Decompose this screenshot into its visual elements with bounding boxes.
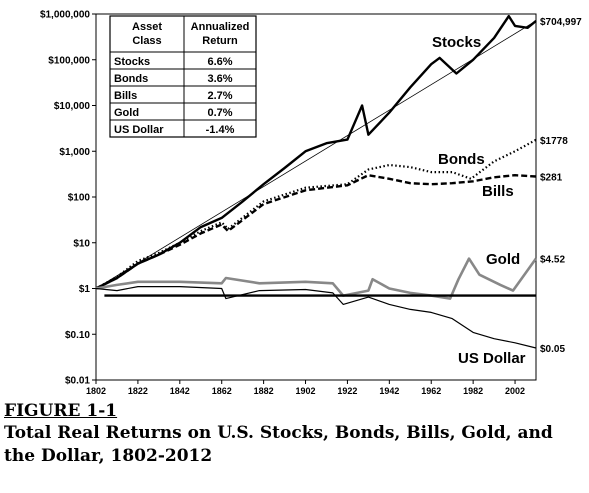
x-tick-label: 1802 xyxy=(86,386,106,395)
series-line-bonds xyxy=(95,138,537,290)
series-name-label: Gold xyxy=(486,251,520,268)
x-tick-label: 1942 xyxy=(379,386,399,395)
y-tick-label: $1,000 xyxy=(59,147,90,158)
series-name-label: US Dollar xyxy=(458,350,526,367)
y-tick-label: $100 xyxy=(68,193,91,204)
return-table: Asset Class Annualized Return Stocks 6.6% Bond… xyxy=(109,15,257,138)
x-tick-label: 1982 xyxy=(463,386,483,395)
table-header: Annualized xyxy=(191,21,250,33)
table-cell-return: 0.7% xyxy=(207,107,232,119)
series-name-label: Bills xyxy=(482,183,514,200)
table-frame xyxy=(109,15,257,138)
x-tick-label: 2002 xyxy=(505,386,525,395)
x-tick-label: 1842 xyxy=(170,386,190,395)
chart-labels-layer: $704,997 $1778 $281 $4.52 $0.05 Stocks Bonds Bi… xyxy=(432,17,582,367)
table-cell-asset: Stocks xyxy=(114,56,150,68)
series-name-label: Stocks xyxy=(432,34,481,51)
y-tick-label: $10 xyxy=(73,238,90,249)
table-cell-return: 3.6% xyxy=(207,73,232,85)
series-end-label: $704,997 xyxy=(540,17,582,28)
series-end-label: $4.52 xyxy=(540,255,565,266)
series-line-gold xyxy=(95,257,538,300)
x-tick-label: 1962 xyxy=(421,386,441,395)
x-tick-label: 1862 xyxy=(212,386,232,395)
series-line-bills xyxy=(95,173,537,290)
table-cell-return: 2.7% xyxy=(207,90,232,102)
figure-number: FIGURE 1-1 xyxy=(4,401,118,421)
x-tick-label: 1882 xyxy=(254,386,274,395)
y-tick-label: $10,000 xyxy=(54,101,91,112)
y-tick-label: $100,000 xyxy=(48,55,90,66)
table-cell-return: 6.6% xyxy=(207,56,232,68)
series-name-label: Bonds xyxy=(438,151,485,168)
table-cell-asset: Bonds xyxy=(114,73,148,85)
table-cell-asset: Bills xyxy=(114,90,137,102)
series-line-us-dollar xyxy=(95,286,537,349)
y-tick-label: $0.01 xyxy=(65,376,90,387)
table-cell-return: -1.4% xyxy=(206,124,235,136)
series-end-label: $0.05 xyxy=(540,344,565,355)
y-tick-label: $1,000,000 xyxy=(40,10,90,21)
x-tick-label: 1902 xyxy=(296,386,316,395)
x-tick-label: 1922 xyxy=(337,386,357,395)
chart: $1,000,000 $100,000 $10,000 $1,000 $100 $10 $1… xyxy=(40,10,582,396)
chart-series-layer xyxy=(95,14,538,349)
y-tick-label: $1 xyxy=(79,284,91,295)
table-cell-asset: US Dollar xyxy=(114,124,164,136)
chart-axes: $1,000,000 $100,000 $10,000 $1,000 $100 $10 $1… xyxy=(40,10,537,395)
figure-caption: FIGURE 1-1 Total Real Returns on U.S. St… xyxy=(4,400,584,468)
series-end-label: $281 xyxy=(540,172,563,183)
table-header: Class xyxy=(132,35,161,47)
figure-title: Total Real Returns on U.S. Stocks, Bonds… xyxy=(4,423,553,466)
table-header: Return xyxy=(202,35,238,47)
table-header: Asset xyxy=(132,21,162,33)
table-cell-asset: Gold xyxy=(114,107,139,119)
series-line-trend xyxy=(95,20,537,289)
series-end-label: $1778 xyxy=(540,136,568,147)
x-tick-label: 1822 xyxy=(128,386,148,395)
y-tick-label: $0.10 xyxy=(65,330,90,341)
